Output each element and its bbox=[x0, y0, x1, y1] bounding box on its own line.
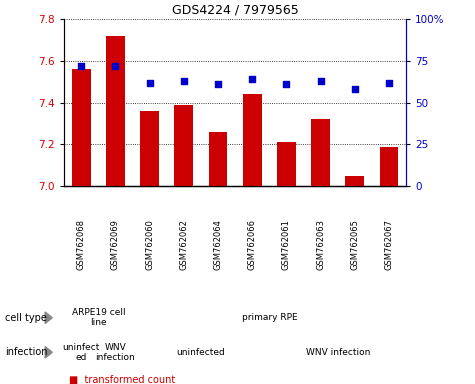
Bar bbox=[380, 147, 399, 186]
Title: GDS4224 / 7979565: GDS4224 / 7979565 bbox=[172, 3, 298, 17]
Point bbox=[351, 86, 359, 93]
Text: GSM762067: GSM762067 bbox=[385, 219, 393, 270]
Text: GSM762064: GSM762064 bbox=[214, 219, 222, 270]
Text: ARPE19 cell
line: ARPE19 cell line bbox=[72, 308, 125, 328]
Point bbox=[112, 63, 119, 69]
Text: primary RPE: primary RPE bbox=[241, 313, 297, 322]
Point bbox=[248, 76, 256, 83]
Text: GSM762065: GSM762065 bbox=[351, 219, 359, 270]
Text: GSM762063: GSM762063 bbox=[316, 219, 325, 270]
Text: GSM762069: GSM762069 bbox=[111, 219, 120, 270]
Bar bbox=[72, 70, 91, 186]
Text: GSM762061: GSM762061 bbox=[282, 219, 291, 270]
Point bbox=[180, 78, 188, 84]
Text: uninfect
ed: uninfect ed bbox=[63, 343, 100, 362]
Bar bbox=[311, 119, 330, 186]
Point bbox=[146, 79, 153, 86]
Bar bbox=[345, 176, 364, 186]
Text: uninfected: uninfected bbox=[177, 348, 225, 357]
Bar bbox=[174, 105, 193, 186]
Point bbox=[283, 81, 290, 88]
Bar bbox=[209, 132, 228, 186]
Text: WNV
infection: WNV infection bbox=[95, 343, 135, 362]
Bar bbox=[140, 111, 159, 186]
Text: WNV infection: WNV infection bbox=[305, 348, 370, 357]
Text: infection: infection bbox=[5, 347, 47, 358]
Point bbox=[214, 81, 222, 88]
Point bbox=[77, 63, 85, 69]
Text: GSM762060: GSM762060 bbox=[145, 219, 154, 270]
Text: GSM762066: GSM762066 bbox=[248, 219, 256, 270]
Text: GSM762062: GSM762062 bbox=[180, 219, 188, 270]
Text: GSM762068: GSM762068 bbox=[77, 219, 86, 270]
Text: cell type: cell type bbox=[5, 313, 47, 323]
Point bbox=[317, 78, 324, 84]
Point bbox=[385, 79, 393, 86]
Text: ■  transformed count: ■ transformed count bbox=[69, 375, 175, 384]
Bar bbox=[277, 142, 296, 186]
Bar bbox=[106, 36, 125, 186]
Bar bbox=[243, 94, 262, 186]
